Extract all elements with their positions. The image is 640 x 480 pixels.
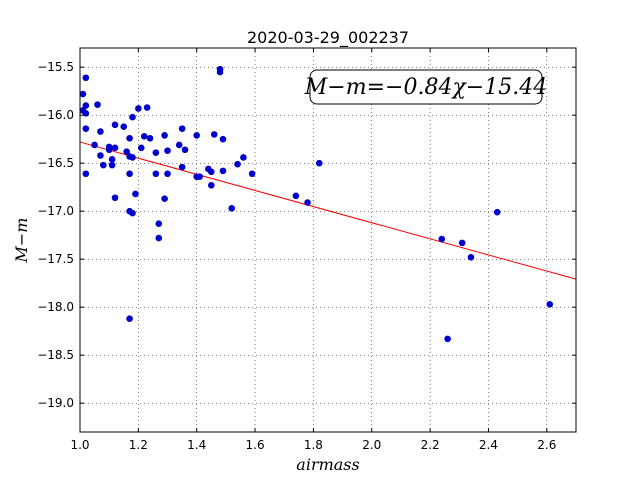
x-tick-label: 1.8: [304, 438, 323, 452]
data-point: [129, 154, 136, 161]
data-point: [137, 144, 145, 152]
data-point: [207, 181, 215, 189]
data-point: [111, 194, 119, 202]
data-point: [111, 144, 119, 152]
fit-line-group: [79, 141, 577, 280]
equation-annotation: M−m=−0.84χ−15.44: [304, 69, 547, 105]
annotation-text: M−m=−0.84χ−15.44: [304, 75, 547, 100]
data-point: [234, 160, 241, 168]
x-tick-label: 1.0: [70, 438, 89, 452]
data-point: [129, 209, 136, 217]
data-point: [152, 149, 160, 156]
y-tick-label: −19.0: [37, 396, 74, 410]
data-point: [155, 220, 163, 227]
data-point: [438, 235, 446, 243]
data-point: [493, 208, 501, 216]
data-point: [248, 170, 256, 178]
y-tick-label: −18.5: [37, 348, 74, 362]
data-point: [132, 190, 139, 198]
data-point: [161, 195, 168, 203]
data-point: [210, 131, 218, 138]
data-point: [79, 90, 87, 98]
data-point: [216, 68, 224, 76]
data-point: [196, 173, 203, 180]
x-tick-label: 1.4: [187, 438, 206, 452]
data-point: [178, 125, 186, 132]
data-point: [120, 123, 128, 131]
data-point: [105, 146, 113, 154]
x-axis-label: airmass: [296, 455, 359, 474]
data-point: [82, 125, 90, 132]
y-tick-label: −16.0: [37, 108, 74, 122]
data-point: [219, 167, 227, 175]
x-tick-label: 1.6: [246, 438, 265, 452]
data-point: [219, 135, 227, 143]
data-point: [126, 315, 133, 323]
data-point: [140, 133, 148, 140]
data-point: [207, 168, 215, 176]
data-point: [228, 205, 236, 212]
data-point: [82, 74, 90, 82]
annotation-box: [309, 69, 543, 105]
y-tick-label: −16.5: [37, 156, 74, 170]
data-point: [82, 109, 90, 117]
y-tick-label: −17.0: [37, 204, 74, 218]
chart-title: 2020-03-29_002237: [247, 28, 409, 48]
data-point: [146, 134, 154, 142]
x-tick-label: 2.0: [362, 438, 381, 452]
fit-line: [79, 141, 577, 280]
data-point: [467, 253, 475, 261]
data-point: [135, 105, 142, 112]
data-point: [143, 104, 151, 111]
data-point: [164, 170, 171, 178]
data-point: [129, 113, 136, 121]
x-tick-label: 2.4: [479, 438, 498, 452]
data-point: [108, 156, 116, 163]
data-point: [193, 132, 201, 139]
data-point: [181, 146, 189, 154]
data-point: [292, 192, 300, 200]
plot-frame: [79, 47, 577, 433]
data-point: [315, 159, 323, 167]
data-point: [100, 161, 107, 169]
data-point: [97, 128, 104, 135]
data-point: [240, 154, 247, 161]
data-point: [123, 148, 130, 155]
y-axis-label: M−m: [12, 218, 31, 264]
y-tick-label: −17.5: [37, 252, 74, 266]
data-point: [126, 170, 133, 178]
grid: [79, 48, 576, 432]
data-point: [304, 199, 311, 206]
data-points: [79, 65, 554, 343]
x-tick-label: 1.2: [129, 438, 148, 452]
data-point: [444, 335, 451, 343]
data-point: [161, 132, 168, 139]
data-point: [175, 141, 183, 149]
axis-ticks: 1.0 1.2 1.4 1.6 1.8 2.0 2.2 2.4 2.6 −15.5 −16.0 −16…: [37, 48, 576, 452]
data-point: [164, 147, 171, 155]
y-tick-label: −18.0: [37, 300, 74, 314]
x-tick-label: 2.2: [421, 438, 440, 452]
data-point: [94, 101, 101, 108]
data-point: [91, 141, 98, 149]
x-tick-label: 2.6: [537, 438, 556, 452]
data-point: [108, 161, 116, 169]
data-point: [97, 152, 104, 159]
data-point: [178, 163, 186, 171]
data-point: [152, 170, 160, 178]
y-tick-label: −15.5: [37, 60, 74, 74]
data-point: [155, 234, 163, 242]
data-point: [458, 239, 466, 247]
data-point: [111, 121, 119, 129]
data-point: [82, 102, 90, 109]
data-point: [82, 170, 90, 178]
data-point: [546, 301, 554, 308]
data-point: [126, 134, 133, 142]
